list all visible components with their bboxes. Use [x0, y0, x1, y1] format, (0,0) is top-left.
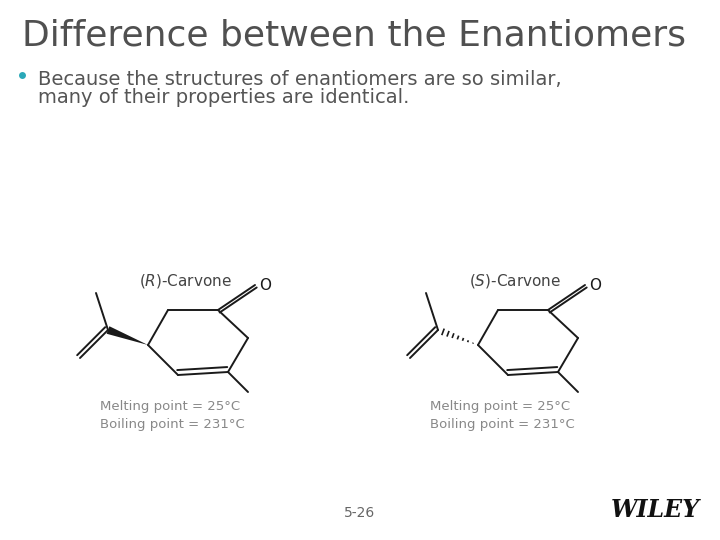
Polygon shape	[107, 326, 148, 345]
Text: Difference between the Enantiomers: Difference between the Enantiomers	[22, 18, 686, 52]
Text: Melting point = 25°C
Boiling point = 231°C: Melting point = 25°C Boiling point = 231…	[430, 400, 575, 431]
Text: O: O	[259, 278, 271, 293]
Text: $\mathit{(S)}$-Carvone: $\mathit{(S)}$-Carvone	[469, 272, 561, 290]
Text: WILEY: WILEY	[611, 498, 700, 522]
Text: $\mathit{(R)}$-Carvone: $\mathit{(R)}$-Carvone	[138, 272, 231, 290]
Text: Because the structures of enantiomers are so similar,: Because the structures of enantiomers ar…	[38, 70, 562, 89]
Text: O: O	[589, 278, 601, 293]
Text: many of their properties are identical.: many of their properties are identical.	[38, 88, 410, 107]
Text: Melting point = 25°C
Boiling point = 231°C: Melting point = 25°C Boiling point = 231…	[100, 400, 245, 431]
Text: 5-26: 5-26	[344, 506, 376, 520]
